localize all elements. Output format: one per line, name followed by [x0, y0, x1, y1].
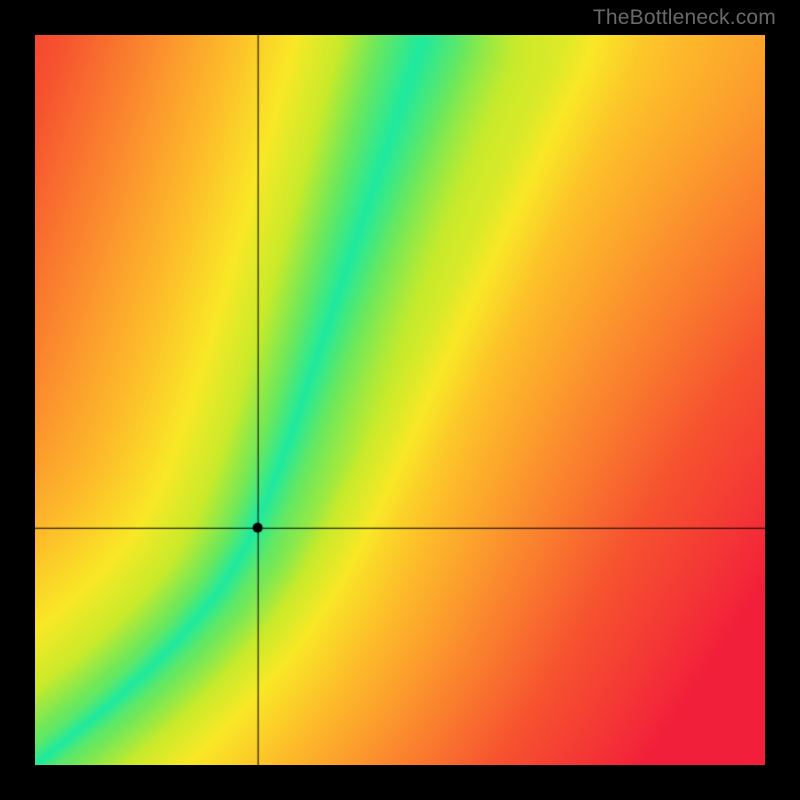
heatmap-plot — [35, 35, 765, 765]
heatmap-canvas — [35, 35, 765, 765]
watermark-text: TheBottleneck.com — [593, 6, 776, 30]
